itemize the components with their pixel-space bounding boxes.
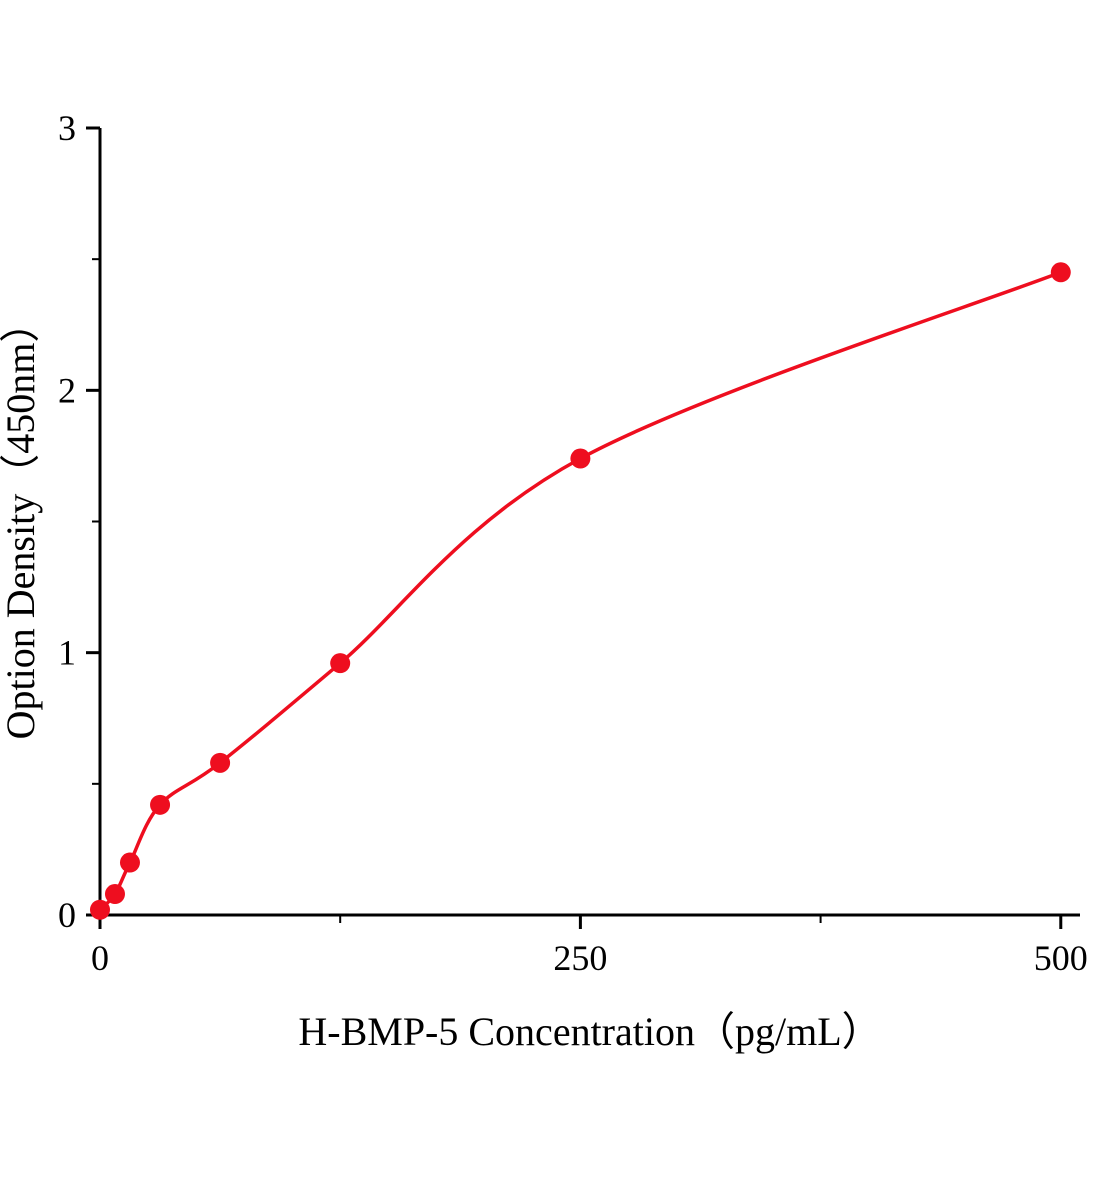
data-point	[90, 899, 110, 920]
y-tick-label: 3	[58, 108, 76, 148]
x-axis-label: H-BMP-5 Concentration（pg/mL）	[298, 1009, 881, 1054]
y-tick-label: 2	[58, 370, 76, 410]
x-tick-label: 500	[1034, 938, 1088, 978]
y-axis-label: Option Density（450nm）	[0, 303, 43, 740]
data-point	[570, 448, 591, 469]
x-tick-label: 0	[91, 938, 109, 978]
data-point	[150, 794, 171, 815]
data-point	[104, 884, 125, 905]
y-tick-label: 1	[58, 633, 76, 673]
data-point	[119, 852, 140, 873]
y-tick-label: 0	[58, 895, 76, 935]
plot-layer: 0 250 500 0 1 2 3	[58, 108, 1088, 978]
data-point	[330, 653, 351, 674]
data-point	[210, 752, 231, 773]
x-tick-label: 250	[553, 938, 607, 978]
data-point	[1050, 262, 1071, 283]
fit-curve	[98, 270, 1063, 912]
